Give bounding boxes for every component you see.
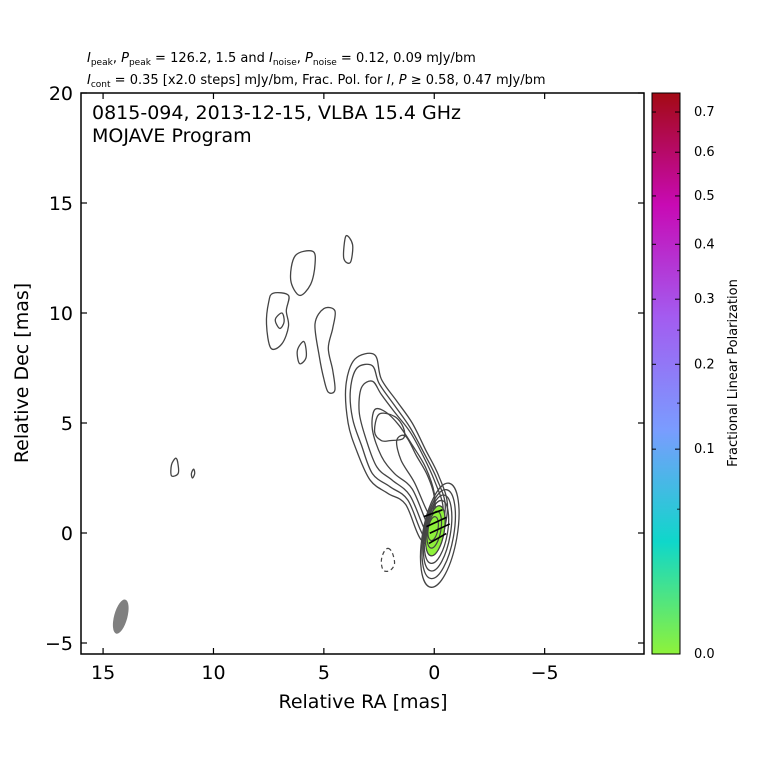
y-tick-label: 0 [61, 523, 73, 545]
y-tick-label: 10 [49, 303, 73, 325]
y-tick-label: 20 [49, 83, 73, 105]
y-tick-label: 5 [61, 413, 73, 435]
header-text-run: , [297, 51, 305, 66]
header-text-run: , [113, 51, 121, 66]
colorbar-gradient [651, 92, 681, 655]
core-contour [422, 494, 453, 572]
island-contour [296, 340, 308, 365]
x-tick-label: 10 [201, 662, 225, 684]
header-subscript: peak [91, 58, 114, 68]
x-axis-ticks: 15 10 5 0 −5 [91, 93, 559, 684]
island-contour [265, 291, 290, 351]
colorbar-label: Fractional Linear Polarization [726, 279, 741, 467]
colorbar-ticks: 0.0 0.1 0.2 0.3 0.4 0.5 0.6 0.7 [652, 105, 715, 662]
header-subscript: noise [313, 58, 337, 68]
jet-contour [344, 352, 449, 548]
header-text-run: P [399, 73, 407, 88]
island-contour [314, 306, 336, 394]
header-text-run: = 126.2, 1.5 and [151, 51, 269, 66]
header-text-run: = 0.12, 0.09 mJy/bm [337, 51, 476, 66]
header-text-run: I [87, 73, 91, 88]
plot-annotation-program: MOJAVE Program [92, 125, 252, 147]
y-axis-ticks: −5 0 5 10 15 20 [45, 83, 644, 655]
colorbar-tick-label: 0.1 [694, 442, 715, 457]
core-contour [421, 488, 457, 580]
colorbar-tick-label: 0.5 [694, 189, 715, 204]
colorbar-tick-label: 0.6 [694, 145, 715, 160]
island-contour [274, 312, 285, 330]
header-subscript: cont [91, 80, 111, 90]
jet-contour [395, 434, 435, 517]
polarization-vector [423, 509, 443, 518]
y-tick-label: −5 [45, 633, 73, 655]
colorbar-tick-label: 0.4 [694, 237, 715, 252]
polarization-vector [428, 532, 447, 545]
jet-contour [358, 380, 444, 538]
plot-frame [80, 92, 645, 655]
header-subscript: peak [129, 58, 152, 68]
colorbar-tick-label: 0.7 [694, 105, 715, 120]
island-contour [190, 468, 196, 479]
header-text-run: P [305, 51, 313, 66]
x-tick-label: 0 [428, 662, 440, 684]
y-axis-label: Relative Dec [mas] [11, 283, 33, 463]
beam-ellipse-group [112, 599, 129, 634]
island-contour [170, 457, 180, 477]
negative-contour [380, 547, 396, 572]
beam-ellipse [112, 599, 129, 634]
header-line-2: Icont = 0.35 [x2.0 steps] mJy/bm, Frac. … [87, 73, 546, 90]
header-line-1: Ipeak, Ppeak = 126.2, 1.5 and Inoise, Pn… [87, 51, 476, 68]
x-axis-label: Relative RA [mas] [278, 691, 447, 713]
core-contour-inner [425, 505, 446, 557]
x-tick-label: 15 [91, 662, 115, 684]
island-contour [342, 234, 354, 264]
colorbar-tick-label: 0.2 [694, 357, 715, 372]
polarization-vector [426, 516, 447, 528]
plot-annotation-source: 0815-094, 2013-12-15, VLBA 15.4 GHz [92, 102, 461, 124]
y-tick-label: 15 [49, 193, 73, 215]
plot-area [112, 234, 460, 634]
core-contour [419, 482, 460, 588]
jet-knot-contour [373, 412, 406, 443]
polarization-vectors [423, 509, 451, 545]
colorbar: 0.0 0.1 0.2 0.3 0.4 0.5 0.6 0.7 Fractional Line… [651, 92, 741, 662]
jet-contour [349, 363, 446, 543]
x-tick-label: −5 [531, 662, 559, 684]
intensity-contours [170, 234, 460, 588]
island-contour [289, 250, 316, 297]
colorbar-tick-label: 0.3 [694, 292, 715, 307]
header-text-run: ≥ 0.58, 0.47 mJy/bm [407, 73, 546, 88]
header-text-run: I [269, 51, 273, 66]
header-text-run: I [87, 51, 91, 66]
header-text-run: , [391, 73, 399, 88]
header-text-run: = 0.35 [x2.0 steps] mJy/bm, Frac. Pol. f… [111, 73, 387, 88]
header-text-run: I [387, 73, 391, 88]
header-text-run: P [121, 51, 129, 66]
colorbar-tick-label: 0.0 [694, 647, 715, 662]
header-subscript: noise [273, 58, 297, 68]
polarization-vector [429, 523, 451, 534]
plot-header: Ipeak, Ppeak = 126.2, 1.5 and Inoise, Pn… [87, 51, 546, 90]
x-tick-label: 5 [318, 662, 330, 684]
